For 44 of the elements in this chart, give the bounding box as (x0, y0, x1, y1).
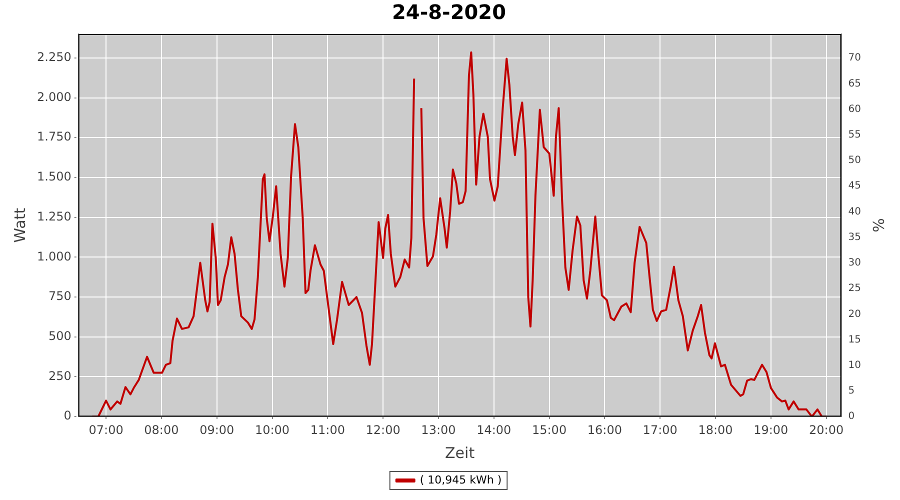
x-tick-label: 11:00 (310, 422, 345, 437)
y2-tick-label: 10 (848, 360, 862, 371)
y2-tick-label: 70 (848, 52, 862, 64)
y-tick-label: 0 (64, 408, 72, 423)
chart-title: 24-8-2020 (392, 0, 506, 24)
y2-tick-label: 30 (848, 258, 862, 269)
y2-axis-title: % (869, 218, 888, 232)
y2-tick-label: 5 (848, 386, 855, 397)
y-tick-label: 2.000 (36, 90, 72, 104)
y2-tick-label: 45 (848, 180, 862, 192)
x-tick-label: 16:00 (587, 422, 622, 437)
x-tick-label: 13:00 (421, 422, 456, 437)
y-axis-title: Watt (10, 208, 29, 243)
y2-tick-label: 35 (848, 232, 862, 243)
x-tick-label: 15:00 (532, 422, 567, 437)
y2-tick-label: 15 (848, 334, 862, 346)
x-tick-label: 14:00 (476, 422, 512, 437)
y2-tick-label: 50 (848, 155, 862, 166)
x-tick-label: 12:00 (366, 422, 400, 437)
y-tick-label: 1.000 (36, 249, 72, 264)
y2-tick-label: 25 (848, 283, 862, 294)
y-tick-label: 1.750 (36, 130, 72, 144)
y2-tick-label: 55 (848, 129, 862, 140)
x-axis-title: Zeit (445, 444, 475, 462)
x-tick-label: 09:00 (200, 422, 234, 437)
x-tick-label: 18:00 (698, 422, 733, 437)
y2-tick-label: 0 (848, 411, 855, 422)
y-tick-label: 2.250 (36, 50, 72, 64)
x-tick-label: 10:00 (254, 422, 290, 437)
x-tick-label: 07:00 (88, 422, 124, 437)
y2-tick-label: 65 (848, 78, 862, 90)
x-tick-label: 20:00 (809, 422, 844, 437)
y-tick-label: 250 (48, 368, 72, 383)
y2-tick-label: 40 (848, 206, 862, 218)
x-tick-label: 08:00 (144, 422, 179, 437)
y-tick-label: 500 (48, 329, 72, 344)
legend-label: ( 10,945 kWh ) (420, 473, 502, 486)
y2-tick-label: 20 (848, 308, 862, 320)
x-tick-label: 19:00 (754, 422, 788, 437)
y-tick-label: 1.500 (36, 170, 72, 184)
y2-tick-label: 60 (848, 104, 862, 115)
y-tick-label: 1.250 (36, 209, 72, 224)
x-tick-label: 17:00 (642, 422, 678, 437)
y-tick-label: 750 (48, 289, 72, 304)
